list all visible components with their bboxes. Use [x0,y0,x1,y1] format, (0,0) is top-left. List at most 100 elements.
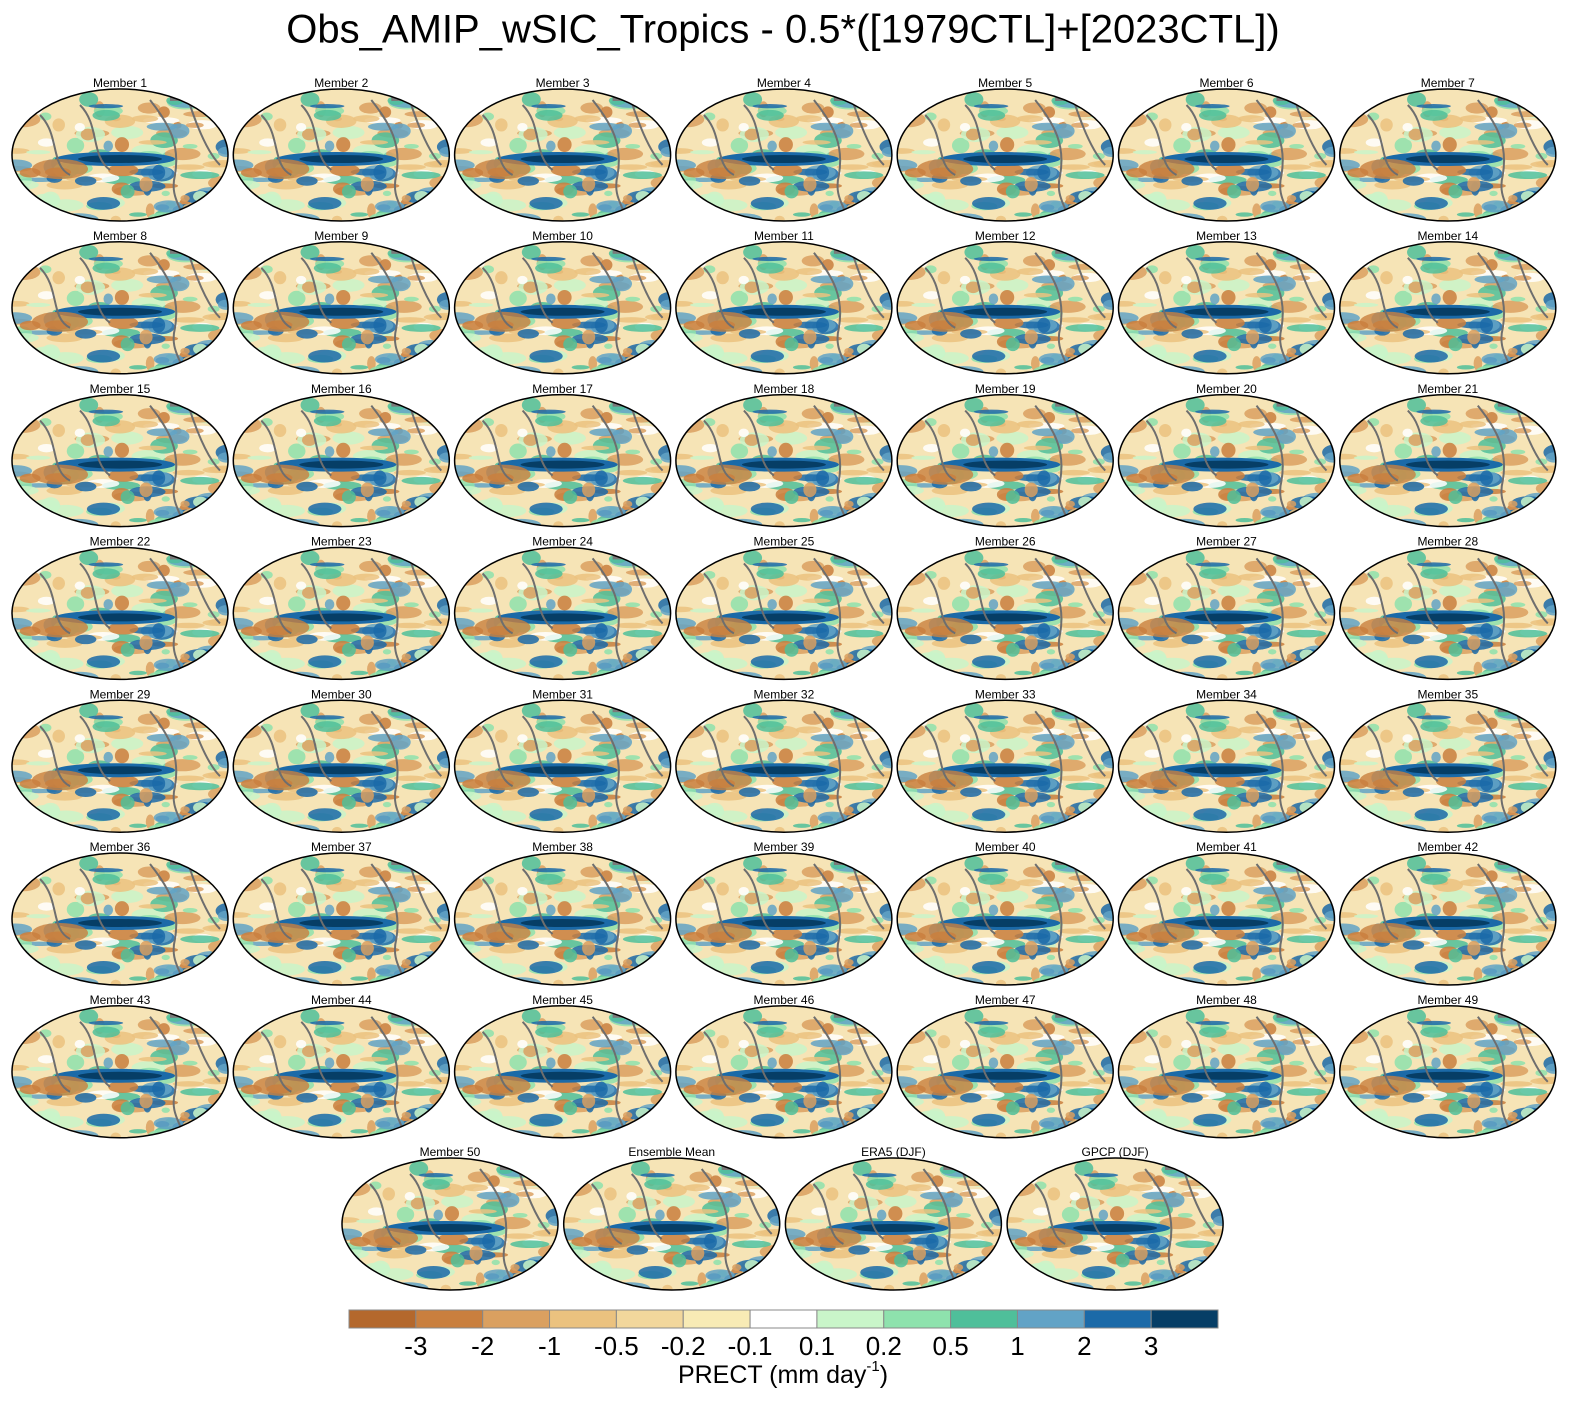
panel-title: Member 7 [1421,76,1475,90]
colorbar-tick-label: 3 [1144,1331,1158,1361]
panel-title: Member 18 [754,382,815,396]
panel-title: Member 4 [757,76,811,90]
panel-title: Member 37 [311,840,372,854]
panel-title: Member 12 [975,229,1036,243]
colorbar-box [482,1309,551,1329]
panel-title: Member 11 [754,229,814,243]
colorbar-tick-label: 2 [1077,1331,1091,1361]
panel-title: Member 5 [978,76,1032,90]
map-panel [214,999,460,1144]
colorbar-box [883,1309,952,1329]
colorbar-box [415,1309,484,1329]
colorbar-tick-label: 0.1 [799,1331,835,1361]
colorbar-tick-label: -1 [538,1331,561,1361]
colorbar-tick-label: 0.2 [866,1331,902,1361]
panel-title: Member 42 [1417,840,1478,854]
panel-title: Member 26 [975,535,1036,549]
panel-title: Member 19 [975,382,1036,396]
colorbar-box [1083,1309,1152,1329]
map-panel [1099,693,1345,838]
map-panel [1321,540,1567,685]
colorbar-box [549,1309,617,1329]
map-panel [323,1151,569,1296]
map-panel [1321,388,1567,533]
panel-title: Member 41 [1196,840,1257,854]
map-panel [0,82,239,227]
panel-title: Member 45 [532,993,593,1007]
panel-title: Member 8 [93,229,147,243]
panel-title: Member 46 [754,993,815,1007]
panel-title: Member 39 [754,840,815,854]
map-panel [1099,999,1345,1144]
colorbar-box [950,1309,1018,1329]
map-panel [0,999,239,1144]
panel-title: Member 36 [90,840,151,854]
panel-title: Member 22 [90,535,151,549]
map-panel [436,999,682,1144]
map-panel [657,846,903,991]
map-panel [988,1151,1234,1296]
map-panel [1099,540,1345,685]
map-panel [657,388,903,533]
panel-title: Member 34 [1196,687,1257,701]
panel-title: Member 14 [1417,229,1478,243]
map-panel [657,82,903,227]
map-panel [878,235,1124,380]
colorbar-tick-label: -2 [471,1331,494,1361]
map-panel [1099,388,1345,533]
panel-title: Member 10 [532,229,593,243]
map-panel [878,846,1124,991]
colorbar-box [816,1309,885,1329]
panel-title: Member 40 [975,840,1036,854]
panel-title: Member 32 [754,687,815,701]
map-panel [214,388,460,533]
colorbar-label: PRECT (mm day-1) [678,1358,888,1389]
panel-title: Member 20 [1196,382,1257,396]
map-panel [1099,82,1345,227]
panel-title: Member 29 [90,687,151,701]
panel-title: GPCP (DJF) [1082,1145,1149,1159]
map-panel [0,235,239,380]
panel-title: Member 30 [311,687,372,701]
colorbar: -3 -2 -1 -0.5 -0.2 -0.1 0.1 0.2 0.5 1 2 3 [348,1309,1219,1361]
map-panel [214,235,460,380]
map-panel [657,540,903,685]
panel-title: Member 48 [1196,993,1257,1007]
panel-title: Member 15 [90,382,151,396]
panel-title: Member 24 [532,535,593,549]
panel-title: Member 9 [314,229,368,243]
panel-title: Member 31 [532,687,593,701]
map-panel [0,388,239,533]
panel-title: Member 47 [975,993,1036,1007]
map-panel [657,999,903,1144]
panel-title: Member 3 [536,76,590,90]
panel-title: Member 35 [1417,687,1478,701]
map-panel [878,693,1124,838]
panel-title: Ensemble Mean [628,1145,715,1159]
map-panel [436,540,682,685]
map-panel [657,235,903,380]
panel-title: Member 25 [754,535,815,549]
map-panel [436,82,682,227]
panel-title: Member 23 [311,535,372,549]
map-panel [878,82,1124,227]
map-panel [436,846,682,991]
map-panel [436,388,682,533]
panel-title: Member 28 [1417,535,1478,549]
map-panel [0,846,239,991]
colorbar-tick-label: -0.2 [661,1331,706,1361]
panel-title: Member 21 [1417,382,1478,396]
figure-title: Obs_AMIP_wSIC_Tropics - 0.5*([1979CTL]+[… [286,8,1279,52]
panel-title: Member 44 [311,993,372,1007]
colorbar-box [749,1309,818,1329]
map-panel [1321,693,1567,838]
map-panel [1321,82,1567,227]
colorbar-tick-label: -0.5 [594,1331,639,1361]
colorbar-tick-label: -3 [404,1331,427,1361]
map-panel [214,693,460,838]
map-panel [878,388,1124,533]
map-panel [1099,846,1345,991]
colorbar-tick-label: -0.1 [728,1331,773,1361]
map-panel [214,82,460,227]
map-panel [0,693,239,838]
